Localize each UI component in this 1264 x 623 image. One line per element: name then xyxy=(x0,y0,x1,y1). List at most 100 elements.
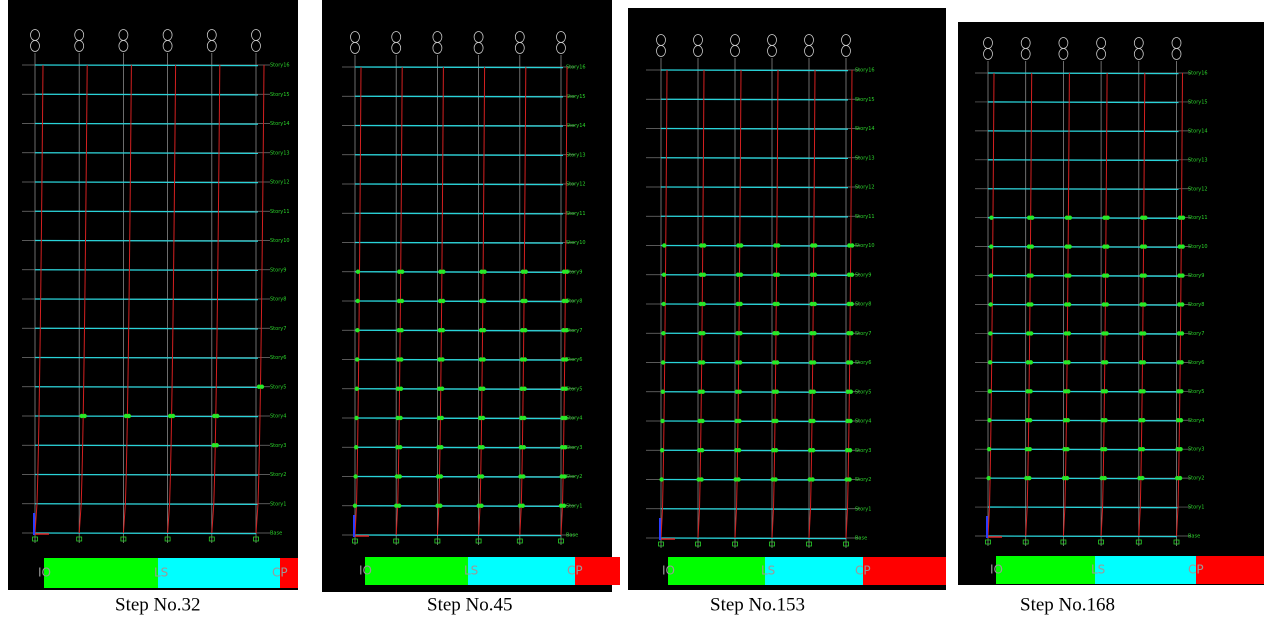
story-label: Story12 xyxy=(1188,186,1208,192)
beam xyxy=(661,363,848,364)
caption: Step No.45 xyxy=(427,594,513,615)
plastic-hinge xyxy=(562,504,566,508)
story-label: Story11 xyxy=(1188,215,1208,221)
legend-label: CP xyxy=(1188,563,1204,577)
story-label: Story3 xyxy=(1188,447,1204,453)
plastic-hinge xyxy=(702,273,706,277)
story-label: Story11 xyxy=(270,209,290,215)
plastic-hinge xyxy=(565,299,569,303)
plastic-hinge xyxy=(813,302,817,306)
plastic-hinge xyxy=(702,302,706,306)
plastic-hinge xyxy=(523,357,527,361)
story-label: Story10 xyxy=(566,240,586,246)
plastic-hinge xyxy=(1105,302,1109,306)
story-label: Story6 xyxy=(1188,360,1204,366)
story-label: Base xyxy=(270,531,282,537)
beam xyxy=(35,416,258,417)
legend-bar-io xyxy=(668,557,765,585)
plastic-hinge xyxy=(849,331,853,335)
story-label: Story11 xyxy=(566,211,586,217)
story-label: Base xyxy=(566,533,578,539)
story-label: Story16 xyxy=(270,63,290,69)
plastic-hinge xyxy=(739,302,743,306)
story-label: Story12 xyxy=(270,180,290,186)
story-label: Story2 xyxy=(1188,476,1204,482)
story-label: Story16 xyxy=(566,65,586,71)
beam xyxy=(35,504,258,505)
plastic-hinge xyxy=(1143,215,1147,219)
legend-label: CP xyxy=(855,564,871,578)
plastic-hinge xyxy=(850,243,854,247)
beam xyxy=(355,477,563,478)
plastic-hinge xyxy=(1103,447,1107,451)
plastic-hinge xyxy=(989,244,993,248)
story-label: Story13 xyxy=(855,155,875,161)
story-label: Story14 xyxy=(566,123,586,129)
plastic-hinge xyxy=(1068,215,1072,219)
story-label: Story7 xyxy=(1188,331,1204,337)
beam xyxy=(661,392,848,393)
story-label: Story4 xyxy=(1188,418,1204,424)
plastic-hinge xyxy=(1027,476,1031,480)
beam xyxy=(35,533,256,534)
plastic-hinge xyxy=(1028,447,1032,451)
plastic-hinge xyxy=(811,419,815,423)
plastic-hinge xyxy=(356,270,360,274)
plastic-hinge xyxy=(812,331,816,335)
plastic-hinge xyxy=(482,328,486,332)
story-label: Story8 xyxy=(270,297,286,303)
caption: Step No.153 xyxy=(710,594,805,615)
plastic-hinge xyxy=(479,504,483,508)
plastic-hinge xyxy=(849,360,853,364)
beam xyxy=(988,478,1179,479)
story-label: Story15 xyxy=(566,94,586,100)
story-label: Story10 xyxy=(270,238,290,244)
plastic-hinge xyxy=(355,328,359,332)
plastic-hinge xyxy=(812,360,816,364)
plastic-hinge xyxy=(260,385,264,389)
plastic-hinge xyxy=(1178,447,1182,451)
legend-bar-ls xyxy=(765,557,863,585)
plastic-hinge xyxy=(1105,215,1109,219)
plastic-hinge xyxy=(481,416,485,420)
beam xyxy=(988,507,1179,508)
plastic-hinge xyxy=(1028,418,1032,422)
beam xyxy=(35,358,258,359)
plastic-hinge xyxy=(701,360,705,364)
story-label: Base xyxy=(855,536,867,542)
caption: Step No.32 xyxy=(115,594,201,615)
beam xyxy=(988,131,1179,132)
plastic-hinge xyxy=(660,448,664,452)
story-label: Story6 xyxy=(566,357,582,363)
plastic-hinge xyxy=(482,357,486,361)
plastic-hinge xyxy=(1065,476,1069,480)
plastic-hinge xyxy=(354,416,358,420)
plastic-hinge xyxy=(1104,331,1108,335)
story-label: Story14 xyxy=(270,121,290,127)
beam xyxy=(661,246,848,247)
plastic-hinge xyxy=(848,448,852,452)
plastic-hinge xyxy=(523,299,527,303)
plastic-hinge xyxy=(1030,244,1034,248)
beam xyxy=(35,211,258,212)
story-label: Story16 xyxy=(1188,71,1208,77)
plastic-hinge xyxy=(738,390,742,394)
legend-label: LS xyxy=(154,566,168,580)
plastic-hinge xyxy=(440,387,444,391)
plastic-hinge xyxy=(1066,389,1070,393)
plastic-hinge xyxy=(775,331,779,335)
story-label: Story13 xyxy=(1188,157,1208,163)
plastic-hinge xyxy=(1066,418,1070,422)
plastic-hinge xyxy=(699,477,703,481)
plastic-hinge xyxy=(1065,447,1069,451)
beam xyxy=(661,450,848,451)
story-label: Story6 xyxy=(270,355,286,361)
plastic-hinge xyxy=(1178,476,1182,480)
plastic-hinge xyxy=(776,243,780,247)
plastic-hinge xyxy=(988,331,992,335)
plastic-hinge xyxy=(1030,215,1034,219)
plastic-hinge xyxy=(988,360,992,364)
story-label: Story14 xyxy=(855,126,875,132)
story-label: Story8 xyxy=(1188,302,1204,308)
plastic-hinge xyxy=(1103,418,1107,422)
